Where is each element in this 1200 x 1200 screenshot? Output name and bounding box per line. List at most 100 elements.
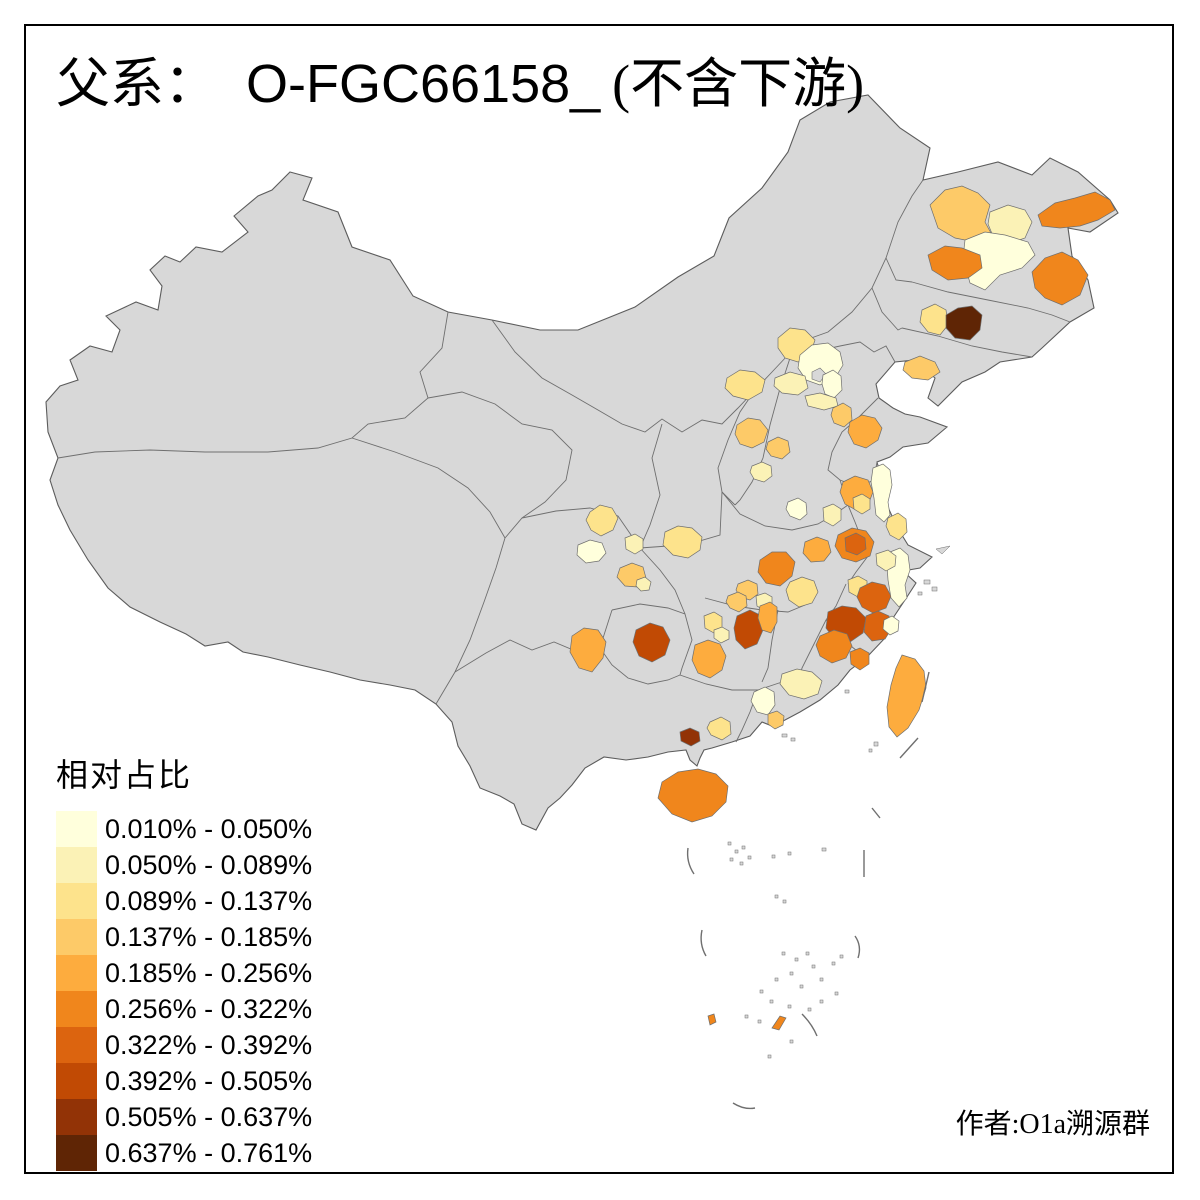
penghu-islet — [868, 748, 873, 753]
province-border-line — [799, 179, 924, 343]
scs-islet — [805, 951, 810, 956]
scs-islet — [794, 957, 799, 962]
penghu-islet — [873, 741, 879, 747]
legend-swatch — [56, 883, 97, 919]
legend-item: 0.137% - 0.185% — [56, 919, 312, 955]
region-patch — [773, 371, 809, 396]
legend-item: 0.505% - 0.637% — [56, 1099, 312, 1135]
scs-dash-line — [686, 847, 695, 875]
taiwan-island — [886, 654, 927, 738]
scs-dash-line — [700, 929, 707, 957]
region-patch — [822, 503, 842, 527]
region-patch — [830, 402, 853, 428]
scs-islet — [787, 851, 792, 856]
scs-islet — [744, 1014, 749, 1019]
chongming-island — [935, 545, 951, 555]
scs-islet — [727, 841, 732, 846]
coastal-islet — [790, 737, 796, 742]
legend-item: 0.637% - 0.761% — [56, 1135, 312, 1171]
region-patch — [750, 686, 776, 716]
legend-swatch — [56, 1027, 97, 1063]
legend-item: 0.010% - 0.050% — [56, 811, 312, 847]
region-patch — [785, 576, 819, 608]
region-patch — [632, 622, 671, 663]
region-patch — [734, 417, 769, 449]
hainan-island — [657, 768, 729, 823]
coastal-islet — [917, 591, 923, 596]
islands — [657, 545, 951, 823]
legend-label: 0.050% - 0.089% — [105, 849, 313, 880]
legend-item: 0.256% - 0.322% — [56, 991, 312, 1027]
scs-islet — [789, 971, 794, 976]
scs-islet — [811, 964, 816, 969]
legend-swatch — [56, 1063, 97, 1099]
scs-islet — [747, 855, 752, 860]
region-patch — [757, 551, 796, 587]
scs-islet — [831, 961, 836, 966]
region-patch — [821, 369, 843, 399]
region-patch — [733, 609, 764, 650]
legend-label: 0.089% - 0.137% — [105, 885, 313, 916]
region-patch — [635, 576, 652, 592]
scs-islet — [789, 1039, 794, 1044]
region-patch — [624, 533, 644, 555]
region-patch — [725, 591, 748, 613]
title-haplogroup-code: O-FGC66158_ — [246, 54, 601, 114]
legend-swatch — [56, 955, 97, 991]
legend-label: 0.322% - 0.392% — [105, 1029, 313, 1060]
legend-label: 0.256% - 0.322% — [105, 993, 313, 1024]
scs-islet — [769, 999, 774, 1004]
scs-islet — [834, 991, 839, 996]
scs-islet — [729, 857, 734, 862]
region-patch — [919, 303, 949, 336]
region-patch — [856, 581, 892, 614]
region-patch — [585, 504, 619, 537]
province-border-line — [734, 357, 791, 506]
coastal-islet — [781, 733, 788, 738]
region-patch — [569, 627, 607, 673]
island-arc-line — [899, 737, 919, 759]
region-patch — [927, 245, 983, 281]
legend-swatch — [56, 847, 97, 883]
author-credit: 作者:O1a溯源群 — [955, 1109, 1150, 1140]
legend-swatch — [56, 991, 97, 1027]
scs-islet — [819, 977, 824, 982]
coastal-islet — [844, 689, 850, 694]
scs-islet — [774, 977, 779, 982]
scs-islet — [787, 1004, 792, 1009]
region-patch — [847, 414, 883, 449]
scs-islet — [757, 1019, 762, 1024]
island-arc-line — [921, 671, 930, 703]
province-border-line — [427, 391, 573, 539]
region-patch — [662, 525, 703, 559]
scs-islet — [734, 849, 739, 854]
region-patch — [945, 305, 983, 341]
scs-dash-line — [732, 1102, 756, 1110]
title-suffix: (不含下游) — [612, 54, 865, 114]
region-patch — [757, 601, 778, 634]
coastal-islet — [931, 586, 938, 592]
legend-label: 0.505% - 0.637% — [105, 1101, 313, 1132]
region-patch — [576, 539, 607, 564]
region-patch — [802, 536, 832, 563]
legend-item: 0.089% - 0.137% — [56, 883, 312, 919]
province-border-line — [799, 583, 847, 677]
legend-label: 0.185% - 0.256% — [105, 957, 313, 988]
prefecture-regions — [569, 185, 1116, 747]
legend-swatch — [56, 919, 97, 955]
scs-islet — [799, 984, 804, 989]
province-border-line — [639, 423, 663, 549]
scs-islet — [767, 1054, 772, 1059]
region-patch — [815, 629, 853, 664]
province-border-line — [351, 437, 506, 539]
scs-islet — [781, 951, 786, 956]
region-patch — [849, 647, 870, 671]
page-title: 父系： O-FGC66158_ (不含下游) — [56, 56, 864, 113]
region-patch — [785, 497, 808, 521]
scs-islet — [739, 861, 744, 866]
scs-islet — [741, 845, 746, 850]
scs-islet — [771, 854, 776, 859]
scs-islet-colored — [771, 1015, 787, 1031]
